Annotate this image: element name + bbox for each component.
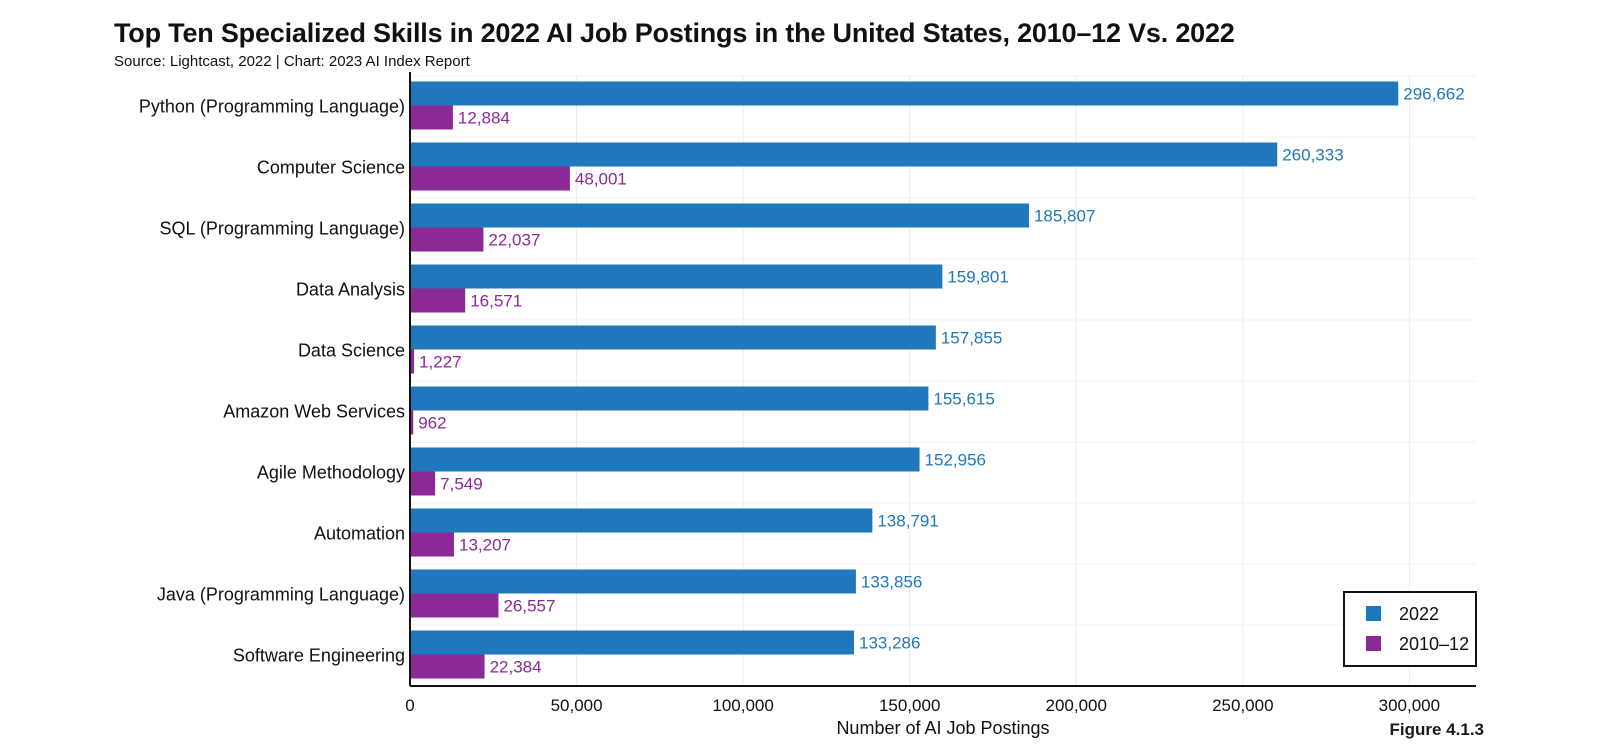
data-label: 1,227 — [419, 353, 462, 372]
data-label: 48,001 — [575, 170, 627, 189]
bar-2022 — [410, 264, 943, 289]
legend-label: 2022 — [1399, 604, 1439, 624]
data-label: 157,855 — [941, 329, 1002, 348]
bar-2022 — [410, 447, 920, 472]
grid-lines — [410, 75, 1476, 686]
category-label: Agile Methodology — [257, 463, 405, 483]
bar-2022 — [410, 386, 929, 411]
data-label: 138,791 — [877, 512, 938, 531]
chart-subtitle: Source: Lightcast, 2022 | Chart: 2023 AI… — [114, 53, 470, 70]
data-label: 26,557 — [503, 597, 555, 616]
bar-2010-12 — [410, 349, 415, 374]
category-label: SQL (Programming Language) — [160, 219, 405, 239]
x-axis-title: Number of AI Job Postings — [836, 718, 1049, 738]
data-label: 22,037 — [488, 231, 540, 250]
data-label: 133,286 — [859, 634, 920, 653]
category-label: Amazon Web Services — [223, 402, 405, 422]
x-tick-label: 300,000 — [1379, 696, 1440, 715]
x-tick-label: 0 — [405, 696, 414, 715]
figure-label: Figure 4.1.3 — [1389, 720, 1484, 739]
legend-swatch — [1366, 636, 1381, 651]
bar-2010-12 — [410, 288, 466, 313]
bar-2010-12 — [410, 410, 414, 435]
category-label: Software Engineering — [233, 646, 405, 666]
bar-2022 — [410, 142, 1278, 167]
bar-2022 — [410, 508, 873, 533]
category-label: Java (Programming Language) — [157, 585, 405, 605]
bar-2010-12 — [410, 105, 453, 130]
bars: 296,662 12,884 260,333 48,001 185,807 22,037 1… — [410, 81, 1465, 679]
bar-2010-12 — [410, 654, 485, 679]
data-label: 133,856 — [861, 573, 922, 592]
data-label: 152,956 — [925, 451, 986, 470]
bar-2010-12 — [410, 593, 499, 618]
category-label: Data Science — [298, 341, 405, 361]
legend: 2022 2010–12 — [1343, 591, 1477, 667]
x-tick-label: 200,000 — [1046, 696, 1107, 715]
data-label: 22,384 — [490, 658, 542, 677]
bar-2010-12 — [410, 532, 454, 557]
bar-2022 — [410, 325, 936, 350]
x-tick-label: 150,000 — [879, 696, 940, 715]
data-label: 16,571 — [470, 292, 522, 311]
data-label: 155,615 — [933, 390, 994, 409]
legend-swatch — [1366, 606, 1381, 621]
bar-2022 — [410, 569, 856, 594]
category-label: Automation — [314, 524, 405, 544]
data-label: 159,801 — [947, 268, 1008, 287]
bar-2010-12 — [410, 166, 570, 191]
axes: Python (Programming Language) Computer Sc… — [139, 72, 1476, 738]
data-label: 260,333 — [1282, 146, 1343, 165]
data-label: 962 — [418, 414, 446, 433]
data-label: 296,662 — [1403, 85, 1464, 104]
bar-2022 — [410, 630, 855, 655]
category-label: Python (Programming Language) — [139, 97, 405, 117]
data-label: 12,884 — [458, 109, 510, 128]
bar-2010-12 — [410, 471, 436, 496]
bar-2022 — [410, 203, 1029, 228]
chart-title: Top Ten Specialized Skills in 2022 AI Jo… — [114, 18, 1235, 48]
x-tick-label: 100,000 — [712, 696, 773, 715]
bar-2010-12 — [410, 227, 484, 252]
bar-2022 — [410, 81, 1399, 106]
x-tick-label: 50,000 — [551, 696, 603, 715]
data-label: 13,207 — [459, 536, 511, 555]
x-tick-label: 250,000 — [1212, 696, 1273, 715]
legend-box — [1343, 591, 1477, 667]
category-label: Computer Science — [257, 158, 405, 178]
data-label: 185,807 — [1034, 207, 1095, 226]
data-label: 7,549 — [440, 475, 483, 494]
legend-label: 2010–12 — [1399, 634, 1469, 654]
category-label: Data Analysis — [296, 280, 405, 300]
